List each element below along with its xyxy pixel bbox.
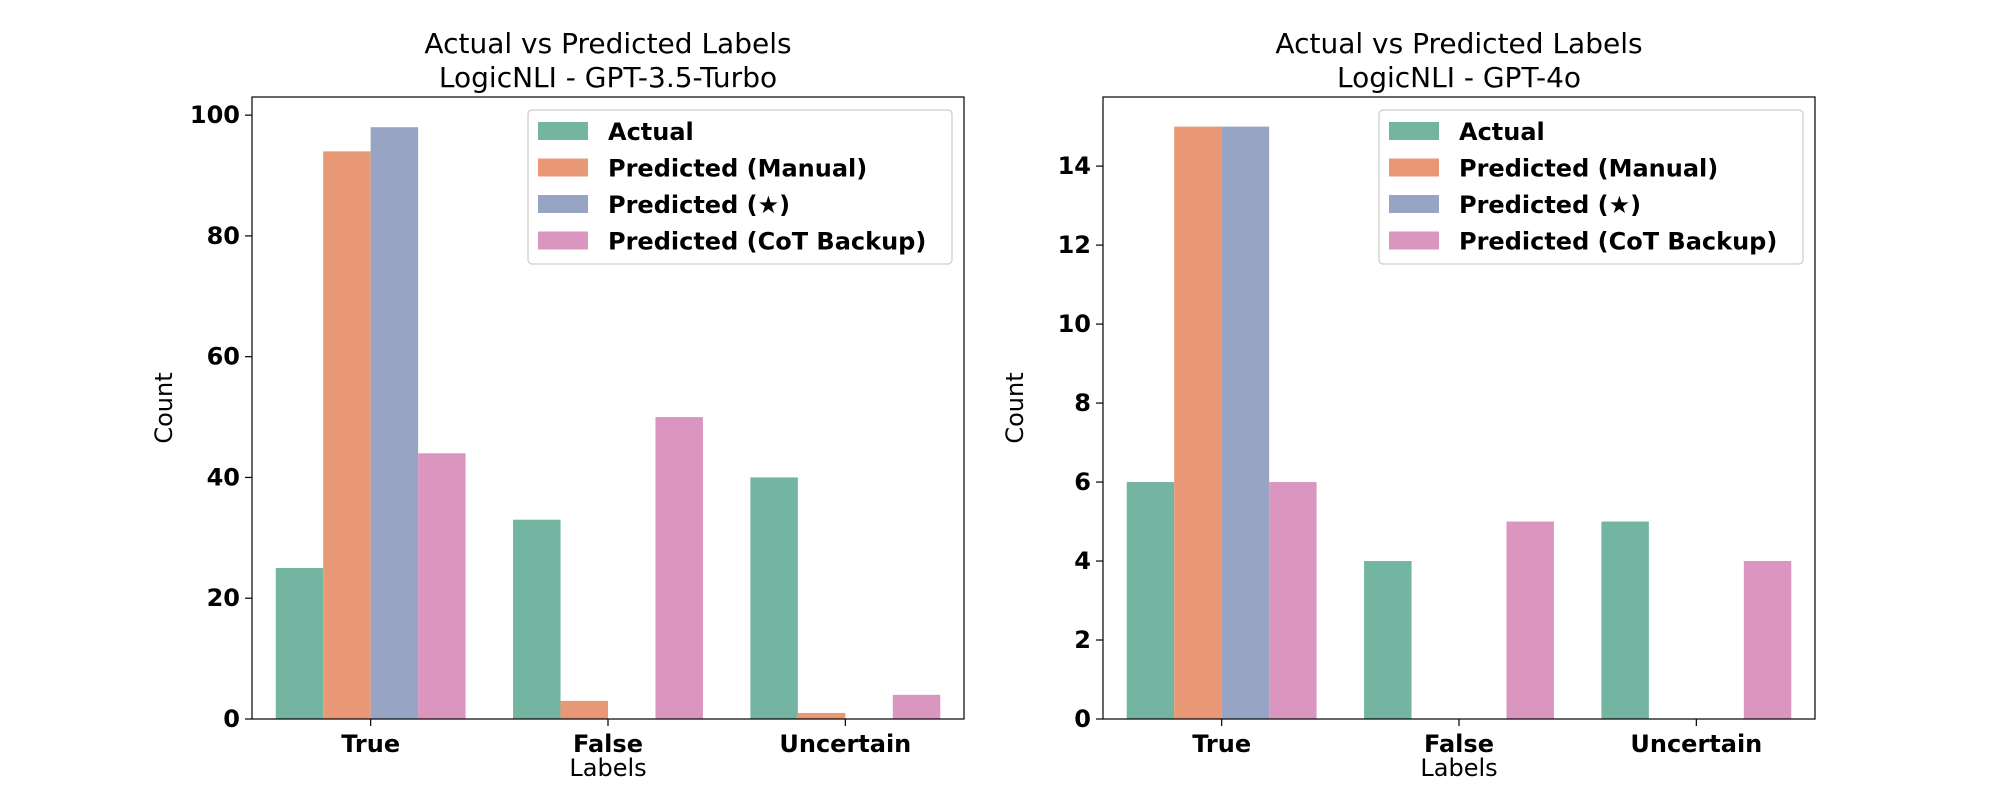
chart-title: Actual vs Predicted Labels — [1275, 27, 1642, 60]
bar-predicted-cot-backup-false — [655, 417, 703, 719]
x-tick-label-true: True — [341, 730, 400, 758]
legend-entry-actual: Actual — [608, 118, 694, 146]
bar-predicted-star-true — [1221, 126, 1270, 720]
x-axis-label: Labels — [569, 754, 646, 782]
y-tick-label: 8 — [1074, 389, 1091, 417]
bar-predicted-cot-backup-true — [1269, 482, 1317, 719]
legend-swatch-predicted-star — [1389, 195, 1439, 213]
legend-entry-actual: Actual — [1459, 118, 1545, 146]
y-tick-label: 12 — [1058, 231, 1091, 259]
bar-predicted-cot-backup-uncertain — [1743, 561, 1792, 719]
bar-predicted-star-true — [370, 127, 419, 720]
x-tick-label-false: False — [573, 730, 643, 758]
legend-swatch-predicted-cot-backup — [1389, 231, 1439, 250]
bar-actual-true — [1126, 482, 1175, 719]
legend-box — [527, 109, 953, 265]
legend-entry-predicted-star: Predicted (★) — [608, 191, 790, 219]
legend-swatch-predicted-manual — [1389, 158, 1439, 177]
y-axis-label: Count — [1001, 372, 1029, 443]
bar-actual-true — [275, 568, 324, 719]
bar-actual-uncertain — [1601, 521, 1649, 719]
legend-entry-predicted-manual: Predicted (Manual) — [608, 155, 867, 183]
legend-box — [1378, 109, 1804, 265]
bar-predicted-manual-true — [323, 151, 371, 720]
legend-swatch-actual — [1389, 122, 1439, 140]
x-tick-label-true: True — [1192, 730, 1251, 758]
x-tick-label-uncertain: Uncertain — [779, 730, 911, 758]
legend-swatch-predicted-cot-backup — [538, 231, 588, 250]
y-tick-label: 6 — [1074, 468, 1091, 496]
y-tick-label: 4 — [1074, 547, 1091, 575]
y-tick-label: 20 — [207, 584, 240, 612]
x-tick-label-false: False — [1424, 730, 1494, 758]
y-tick-label: 100 — [190, 101, 240, 129]
chart-title: Actual vs Predicted Labels — [424, 27, 791, 60]
y-tick-label: 60 — [207, 343, 240, 371]
bar-actual-uncertain — [750, 477, 798, 719]
bar-predicted-cot-backup-uncertain — [892, 694, 941, 719]
bar-predicted-cot-backup-true — [418, 453, 466, 719]
bar-actual-false — [513, 519, 561, 719]
y-axis-label: Count — [150, 372, 178, 443]
legend-swatch-actual — [538, 122, 588, 140]
bar-actual-false — [1364, 561, 1412, 719]
y-tick-label: 2 — [1074, 626, 1091, 654]
bar-predicted-manual-uncertain — [797, 712, 846, 719]
y-tick-label: 40 — [207, 463, 240, 491]
legend: Actual Predicted (Manual) Predicted (★) Pre… — [1378, 109, 1804, 265]
bar-predicted-manual-true — [1174, 126, 1222, 720]
legend-entry-predicted-cot-backup: Predicted (CoT Backup) — [608, 228, 926, 256]
legend-swatch-predicted-manual — [538, 158, 588, 177]
legend-swatch-predicted-star — [538, 195, 588, 213]
bar-predicted-manual-false — [560, 700, 608, 719]
legend-entry-predicted-star: Predicted (★) — [1459, 191, 1641, 219]
y-tick-label: 14 — [1058, 152, 1091, 180]
chart-subtitle: LogicNLI - GPT-3.5-Turbo — [439, 61, 777, 94]
legend-entry-predicted-manual: Predicted (Manual) — [1459, 155, 1718, 183]
legend: Actual Predicted (Manual) Predicted (★) Pre… — [527, 109, 953, 265]
y-tick-label: 0 — [1074, 705, 1091, 733]
y-tick-label: 80 — [207, 222, 240, 250]
legend-entry-predicted-cot-backup: Predicted (CoT Backup) — [1459, 228, 1777, 256]
x-axis-label: Labels — [1420, 754, 1497, 782]
chart-subtitle: LogicNLI - GPT-4o — [1337, 61, 1581, 94]
y-tick-label: 0 — [223, 705, 240, 733]
y-tick-label: 10 — [1058, 310, 1091, 338]
x-tick-label-uncertain: Uncertain — [1630, 730, 1762, 758]
bar-predicted-cot-backup-false — [1506, 521, 1554, 719]
